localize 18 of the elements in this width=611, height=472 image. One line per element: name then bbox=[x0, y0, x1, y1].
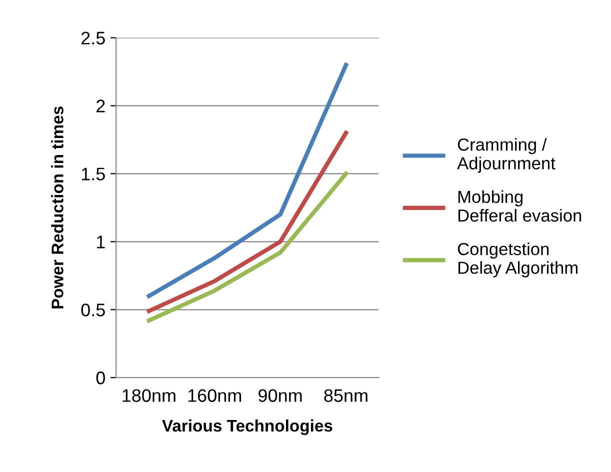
y-tick-label: 0 bbox=[96, 372, 105, 384]
x-tick-label: 180nm bbox=[122, 389, 176, 402]
x-tick-label: 90nm bbox=[258, 389, 302, 402]
legend-label: Congetstion Delay Algorithm bbox=[458, 242, 578, 278]
y-tick-label: 0.5 bbox=[81, 304, 105, 316]
legend-label: Mobbing Defferal evasion bbox=[458, 190, 582, 222]
y-tick-label: 1.5 bbox=[82, 168, 105, 180]
legend-label: Cramming / Adjournment bbox=[457, 138, 556, 173]
x-axis-title: Various Technologies bbox=[162, 419, 332, 436]
x-tick-label: 85nm bbox=[324, 389, 368, 402]
x-tick-label: 160nm bbox=[188, 389, 242, 402]
y-tick-label: 1 bbox=[97, 236, 105, 248]
y-tick-label: 2.5 bbox=[81, 32, 105, 44]
line-series bbox=[146, 62, 348, 298]
y-tick-label: 2 bbox=[96, 100, 105, 112]
line-series bbox=[146, 130, 348, 314]
line-series bbox=[146, 172, 348, 323]
y-axis-title: Power Reduction in times bbox=[51, 106, 64, 308]
